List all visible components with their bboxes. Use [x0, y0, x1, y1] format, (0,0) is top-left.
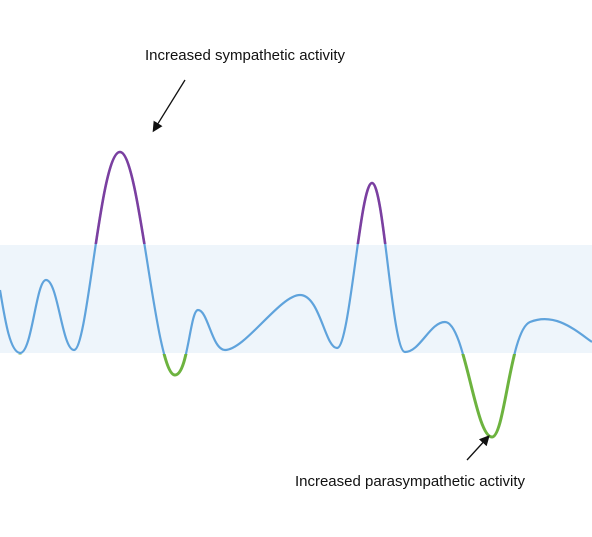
- parasympathetic-highlight: [18, 354, 517, 439]
- arrow: [466, 435, 490, 461]
- arrow: [152, 79, 186, 133]
- normal-band: [0, 245, 592, 353]
- annotation: Increased sympathetic activity: [145, 47, 346, 64]
- annotation: Increased parasympathetic activity: [295, 473, 526, 490]
